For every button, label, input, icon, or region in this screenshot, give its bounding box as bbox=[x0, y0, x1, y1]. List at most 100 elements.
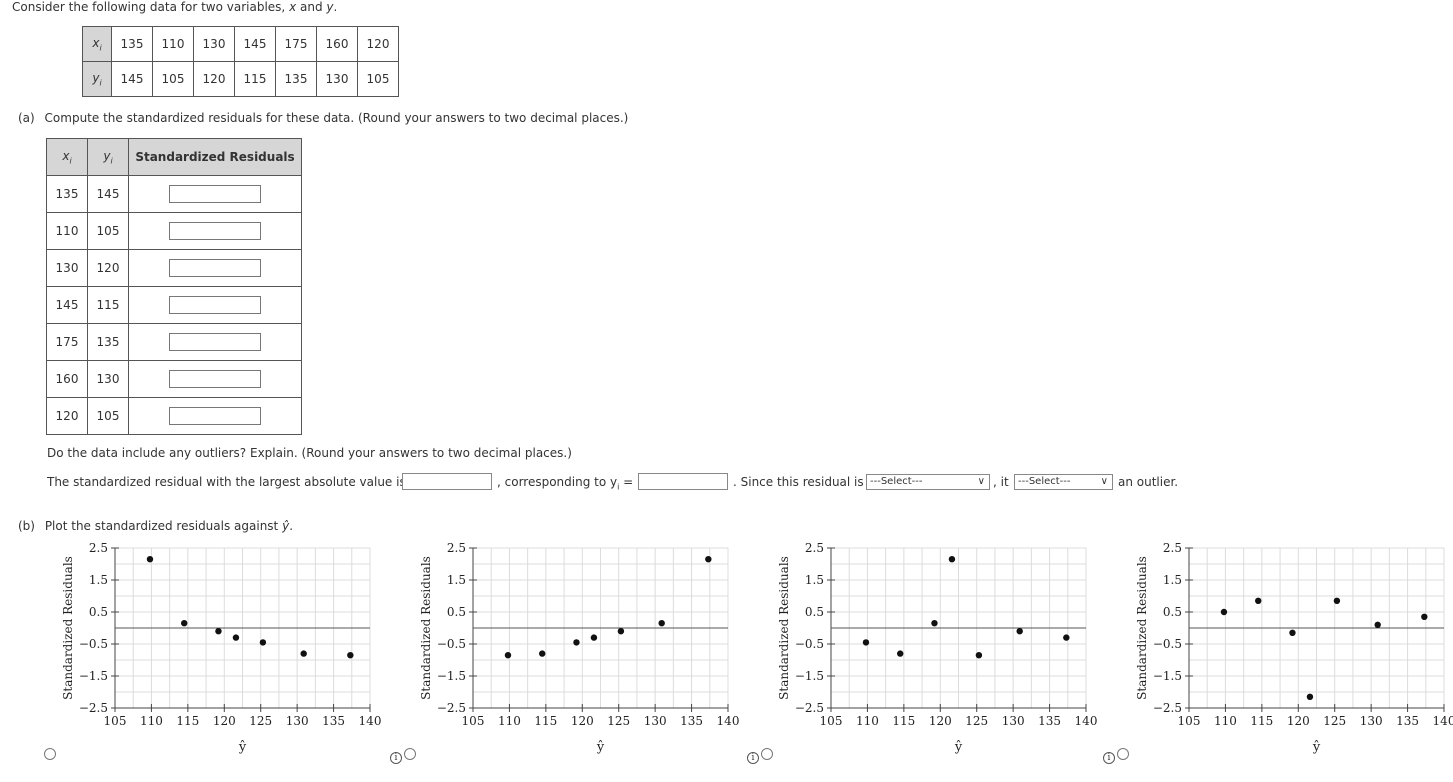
col-x-sub: i bbox=[69, 156, 72, 166]
info-icon[interactable]: i bbox=[1103, 752, 1115, 764]
part-a-label: (a) bbox=[18, 111, 35, 125]
x-tick-label: 130 bbox=[286, 714, 309, 728]
info-icon[interactable]: i bbox=[390, 752, 402, 764]
residual-input[interactable] bbox=[169, 370, 261, 388]
residual-input[interactable] bbox=[169, 296, 261, 314]
y-tick-label: −1.5 bbox=[79, 669, 108, 683]
sentence-2-sub: i bbox=[617, 482, 620, 492]
x-tick-label: 115 bbox=[534, 714, 557, 728]
x-tick-label: 105 bbox=[820, 714, 843, 728]
col-y-sub: i bbox=[110, 156, 113, 166]
table-row: 110 105 bbox=[46, 212, 302, 250]
x-tick-label: 135 bbox=[322, 714, 345, 728]
col-x-label: x bbox=[62, 148, 70, 163]
x-tick-label: 135 bbox=[1038, 714, 1061, 728]
x-tick-label: 110 bbox=[498, 714, 521, 728]
residual-input[interactable] bbox=[169, 222, 261, 240]
intro-text: Consider the following data for two vari… bbox=[12, 0, 337, 14]
intro-end: . bbox=[333, 0, 338, 14]
row-y: 115 bbox=[87, 286, 129, 324]
radio-option-2[interactable] bbox=[404, 748, 416, 760]
sr-cell bbox=[128, 397, 302, 435]
x-tick-label: 135 bbox=[1396, 714, 1419, 728]
x-tick-label: 125 bbox=[1323, 714, 1346, 728]
y-value: 105 bbox=[152, 61, 194, 97]
y-tick-label: −2.5 bbox=[1153, 701, 1182, 715]
y-tick-label: 0.5 bbox=[447, 605, 466, 619]
row-x: 160 bbox=[46, 360, 88, 398]
y-tick-label: 0.5 bbox=[805, 605, 824, 619]
data-row-x: xi 135 110 130 145 175 160 120 bbox=[82, 26, 399, 62]
x-tick-label: 130 bbox=[644, 714, 667, 728]
radio-option-3[interactable] bbox=[761, 748, 773, 760]
x-tick-label: 120 bbox=[929, 714, 952, 728]
x-axis-label: ŷ bbox=[1312, 740, 1321, 755]
y-header-sub: i bbox=[99, 78, 102, 88]
x-value: 160 bbox=[316, 26, 358, 62]
intro-and: and bbox=[296, 0, 327, 14]
residual-input[interactable] bbox=[169, 185, 261, 203]
part-a-heading: (a) Compute the standardized residuals f… bbox=[18, 111, 628, 125]
outlier-status-select[interactable]: ---Select--- ∨ bbox=[1014, 474, 1113, 490]
data-point bbox=[617, 628, 625, 635]
row-y: 120 bbox=[87, 249, 129, 287]
largest-residual-input[interactable] bbox=[402, 473, 492, 490]
sentence-part-4: , it bbox=[993, 475, 1009, 489]
x-tick-label: 105 bbox=[462, 714, 485, 728]
residual-size-select[interactable]: ---Select--- ∨ bbox=[866, 474, 990, 490]
x-tick-label: 110 bbox=[856, 714, 879, 728]
x-header: xi bbox=[82, 26, 112, 62]
y-value: 105 bbox=[357, 61, 399, 97]
y-tick-label: 1.5 bbox=[89, 573, 108, 587]
corresponding-y-input[interactable] bbox=[638, 473, 728, 490]
y-value: 135 bbox=[275, 61, 317, 97]
data-point bbox=[590, 634, 598, 641]
part-a-text: Compute the standardized residuals for t… bbox=[44, 111, 629, 125]
data-table: xi 135 110 130 145 175 160 120 yi 145 10… bbox=[82, 26, 399, 97]
data-point bbox=[1255, 597, 1262, 604]
data-point bbox=[504, 652, 512, 659]
data-point bbox=[1421, 613, 1428, 620]
x-tick-label: 120 bbox=[1287, 714, 1310, 728]
x-tick-label: 140 bbox=[1433, 714, 1453, 728]
x-header-label: x bbox=[92, 35, 100, 50]
y-axis-label: Standardized Residuals bbox=[1135, 556, 1149, 700]
y-tick-label: 1.5 bbox=[805, 573, 824, 587]
y-tick-label: −0.5 bbox=[795, 637, 824, 651]
x-tick-label: 110 bbox=[140, 714, 163, 728]
y-tick-label: −0.5 bbox=[437, 637, 466, 651]
y-tick-label: −1.5 bbox=[437, 669, 466, 683]
table-row: 135 145 bbox=[46, 175, 302, 213]
part-b-label: (b) bbox=[18, 519, 35, 533]
sentence-part-2: , corresponding to yi = bbox=[497, 475, 633, 491]
x-tick-label: 125 bbox=[249, 714, 272, 728]
y-value: 120 bbox=[193, 61, 235, 97]
x-tick-label: 125 bbox=[607, 714, 630, 728]
x-axis-label: ŷ bbox=[954, 740, 963, 755]
info-icon[interactable]: i bbox=[747, 752, 759, 764]
residuals-header-row: xi yi Standardized Residuals bbox=[46, 138, 302, 176]
residual-input[interactable] bbox=[169, 259, 261, 277]
row-x: 130 bbox=[46, 249, 88, 287]
x-axis-label: ŷ bbox=[596, 740, 605, 755]
table-row: 145 115 bbox=[46, 286, 302, 324]
data-point bbox=[539, 650, 546, 657]
y-tick-label: 2.5 bbox=[1163, 541, 1182, 555]
residual-input[interactable] bbox=[169, 407, 261, 425]
y-tick-label: 1.5 bbox=[447, 573, 466, 587]
data-point bbox=[948, 556, 956, 563]
data-point bbox=[1333, 597, 1341, 604]
x-header-sub: i bbox=[99, 43, 102, 53]
radio-option-1[interactable] bbox=[44, 748, 56, 760]
data-point bbox=[1289, 629, 1296, 636]
row-x: 120 bbox=[46, 397, 88, 435]
y-tick-label: 2.5 bbox=[805, 541, 824, 555]
residuals-table: xi yi Standardized Residuals 135 145 110 1… bbox=[46, 138, 302, 435]
radio-option-4[interactable] bbox=[1117, 748, 1129, 760]
y-header: yi bbox=[82, 61, 112, 97]
row-x: 175 bbox=[46, 323, 88, 361]
x-tick-label: 110 bbox=[1214, 714, 1237, 728]
row-y: 130 bbox=[87, 360, 129, 398]
residual-input[interactable] bbox=[169, 333, 261, 351]
